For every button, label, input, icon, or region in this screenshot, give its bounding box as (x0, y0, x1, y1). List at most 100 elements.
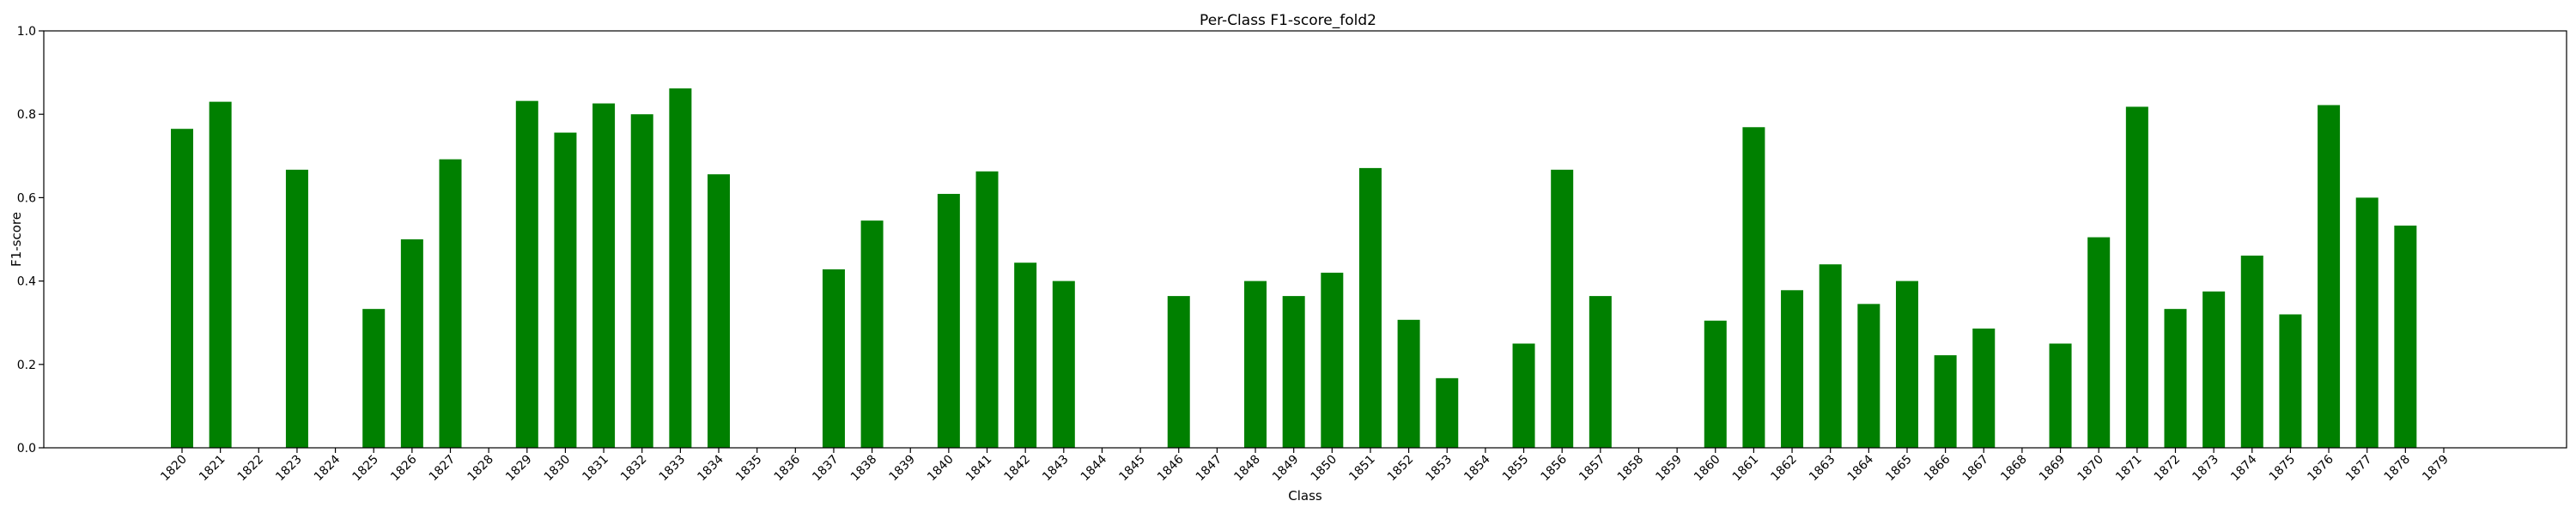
plot-frame (43, 30, 2567, 449)
bar-1848 (1244, 281, 1267, 448)
bar-1869 (2049, 343, 2072, 448)
x-tick-label: 1848 (1231, 453, 1263, 485)
bar-1865 (1895, 281, 1918, 448)
bar-1833 (669, 88, 692, 448)
x-tick-label: 1863 (1807, 453, 1838, 485)
y-axis-title: F1-score (9, 212, 24, 267)
bar-1876 (2318, 105, 2341, 448)
bar-1871 (2125, 106, 2148, 448)
x-tick-label: 1842 (1001, 453, 1033, 485)
bar-1866 (1934, 355, 1957, 448)
y-axis: 0.0 0.2 0.4 0.6 0.8 1.0 (17, 25, 44, 456)
bar-1861 (1742, 127, 1765, 448)
bar-1863 (1819, 264, 1842, 448)
bars-layer (171, 88, 2417, 449)
x-tick-label: 1853 (1424, 453, 1455, 485)
x-tick-label: 1833 (657, 453, 689, 485)
x-tick-label: 1854 (1461, 452, 1493, 484)
bar-1849 (1282, 296, 1305, 448)
x-tick-label: 1861 (1730, 453, 1762, 485)
x-tick-label: 1870 (2075, 453, 2107, 485)
x-tick-label: 1858 (1615, 453, 1647, 485)
x-tick-label: 1830 (542, 453, 574, 485)
bar-1856 (1551, 169, 1574, 448)
bar-1827 (439, 159, 462, 448)
bar-1838 (860, 220, 884, 448)
bar-1872 (2164, 309, 2187, 448)
x-tick-label: 1876 (2305, 452, 2336, 484)
chart-title: Per-Class F1-score_fold2 (1200, 12, 1376, 29)
bar-1840 (937, 194, 960, 448)
x-tick-label: 1875 (2267, 453, 2299, 485)
x-tick-label: 1821 (197, 453, 228, 485)
x-tick-label: 1855 (1500, 453, 1532, 485)
x-tick-label: 1834 (695, 452, 726, 484)
x-tick-label: 1873 (2190, 453, 2221, 485)
bar-1842 (1014, 263, 1037, 448)
y-tick-label: 0.6 (17, 191, 36, 205)
x-axis: 1820 1821 1822 1823 1824 1825 1826 1827 1828 1829… (158, 448, 2451, 484)
bar-1829 (515, 100, 538, 449)
x-tick-label: 1867 (1960, 453, 1992, 485)
x-tick-label: 1840 (925, 453, 957, 485)
x-tick-label: 1851 (1346, 453, 1378, 485)
bar-1873 (2202, 291, 2226, 448)
x-tick-label: 1820 (158, 453, 190, 485)
bar-1846 (1167, 296, 1190, 448)
x-tick-label: 1841 (963, 453, 995, 485)
bar-1843 (1052, 281, 1075, 448)
x-tick-label: 1852 (1385, 453, 1417, 485)
bar-1823 (285, 169, 308, 448)
bar-1874 (2240, 255, 2263, 448)
bar-1870 (2087, 237, 2111, 448)
x-tick-label: 1832 (618, 453, 650, 485)
x-tick-label: 1872 (2152, 453, 2184, 485)
x-tick-label: 1846 (1155, 452, 1187, 484)
x-tick-label: 1866 (1922, 452, 1953, 484)
x-tick-label: 1871 (2113, 453, 2145, 485)
bar-1850 (1321, 272, 1344, 448)
x-tick-label: 1865 (1883, 453, 1915, 485)
bar-1820 (171, 129, 193, 448)
bar-1855 (1512, 343, 1535, 448)
x-tick-label: 1837 (810, 453, 841, 485)
x-tick-label: 1859 (1653, 453, 1685, 485)
x-tick-label: 1857 (1577, 453, 1608, 485)
x-tick-label: 1869 (2037, 453, 2069, 485)
bar-1831 (592, 103, 616, 448)
bar-1821 (209, 101, 232, 449)
bar-1878 (2394, 225, 2417, 448)
x-tick-label: 1862 (1768, 453, 1800, 485)
x-tick-label: 1829 (503, 453, 535, 485)
bar-1851 (1358, 167, 1382, 448)
x-tick-label: 1844 (1078, 452, 1110, 484)
x-tick-label: 1836 (772, 452, 804, 484)
bar-1857 (1589, 296, 1612, 448)
bar-1832 (630, 114, 653, 448)
y-tick-label: 0.4 (17, 275, 36, 289)
x-tick-label: 1849 (1270, 453, 1302, 485)
y-tick-label: 1.0 (17, 25, 36, 39)
bar-1875 (2279, 314, 2302, 448)
bar-1834 (708, 174, 731, 448)
bar-1862 (1781, 290, 1804, 448)
x-tick-label: 1860 (1692, 453, 1723, 485)
x-tick-label: 1864 (1845, 452, 1877, 484)
x-tick-label: 1856 (1538, 452, 1570, 484)
bar-1837 (822, 269, 845, 448)
x-tick-label: 1828 (465, 453, 496, 485)
x-tick-label: 1822 (235, 453, 267, 485)
bar-1841 (975, 171, 999, 448)
x-tick-label: 1835 (733, 453, 765, 485)
x-tick-label: 1838 (848, 453, 880, 485)
x-tick-label: 1825 (350, 453, 382, 485)
x-tick-label: 1824 (312, 452, 343, 484)
x-axis-title: Class (1288, 488, 1322, 504)
y-tick-label: 0.8 (17, 108, 36, 122)
x-tick-label: 1868 (1998, 453, 2030, 485)
x-tick-label: 1827 (427, 453, 459, 485)
y-tick-label: 0.2 (17, 359, 36, 372)
bar-1852 (1397, 319, 1420, 448)
